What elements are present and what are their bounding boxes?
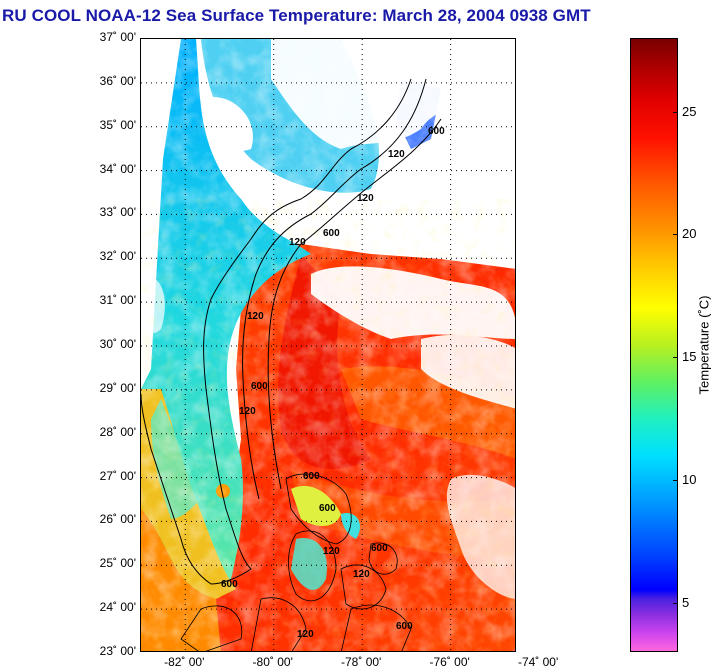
coastline: [141, 78, 442, 585]
colorbar: [630, 38, 678, 652]
latitude-label: 31˚ 00': [99, 293, 136, 308]
contour-label: 120: [357, 193, 374, 204]
latitude-label: 34˚ 00': [99, 161, 136, 176]
latitude-label: 35˚ 00': [99, 117, 136, 132]
latitude-label: 29˚ 00': [99, 380, 136, 395]
colorbar-tick-mark: [673, 357, 678, 359]
page-title: RU COOL NOAA-12 Sea Surface Temperature:…: [2, 6, 591, 25]
longitude-label: -76˚ 00': [429, 655, 470, 669]
latitude-label: 30˚ 00': [99, 337, 136, 351]
contour-label: 600: [303, 471, 320, 482]
colorbar-tick-mark: [673, 602, 678, 604]
latitude-label: 32˚ 00': [99, 249, 136, 264]
latitude-label: 28˚ 00': [99, 424, 136, 439]
colorbar-tick-mark: [673, 480, 678, 482]
colorbar-tick-mark: [673, 111, 678, 113]
longitude-label: -78˚ 00': [341, 655, 382, 669]
colorbar-tick-label: 10: [682, 472, 697, 488]
latitude-label: 23˚ 00': [99, 644, 136, 658]
longitude-label: -82˚ 00': [164, 655, 205, 669]
latitude-label: 37˚ 00': [99, 30, 136, 44]
contour-label: 600: [323, 228, 340, 239]
contour-label: 120: [289, 237, 306, 248]
longitude-label: -74˚ 00': [517, 655, 559, 669]
contour-label: 600: [221, 579, 238, 590]
contour-label: 600: [428, 126, 445, 137]
latitude-label: 27˚ 00': [99, 468, 136, 483]
bahamas-contours: [180, 473, 412, 651]
latitude-label: 25˚ 00': [99, 556, 136, 571]
contour-label: 120: [239, 406, 256, 417]
latitude-label: 36˚ 00': [99, 73, 136, 88]
colorbar-tick-label: 25: [682, 103, 697, 119]
colorbar-tick-label: 20: [682, 226, 697, 242]
contour-label: 600: [396, 621, 413, 632]
contour-label: 600: [251, 381, 268, 392]
colorbar-tick-label: 5: [682, 594, 690, 610]
sst-map-image: 600 120 120 600 120 120 600 120 600 600 …: [141, 39, 515, 651]
contour-label: 120: [353, 569, 370, 580]
contour-labels: 600 120 120 600 120 120 600 120 600 600 …: [221, 126, 445, 640]
latitude-label: 26˚ 00': [99, 512, 136, 527]
latitude-label: 33˚ 00': [99, 205, 136, 220]
latitude-label: 24˚ 00': [99, 600, 136, 615]
contour-label: 120: [323, 546, 340, 557]
sst-map: 600 120 120 600 120 120 600 120 600 600 …: [140, 38, 516, 652]
contour-label: 120: [388, 149, 405, 160]
longitude-label: -80˚ 00': [252, 655, 293, 669]
contour-label: 600: [319, 503, 336, 514]
contour-label: 120: [247, 311, 264, 322]
contour-label: 120: [297, 629, 314, 640]
colorbar-label: Temperature (˚C): [696, 295, 712, 395]
colorbar-tick-label: 15: [682, 349, 697, 365]
colorbar-tick-mark: [673, 234, 678, 236]
contour-label: 600: [371, 543, 388, 554]
